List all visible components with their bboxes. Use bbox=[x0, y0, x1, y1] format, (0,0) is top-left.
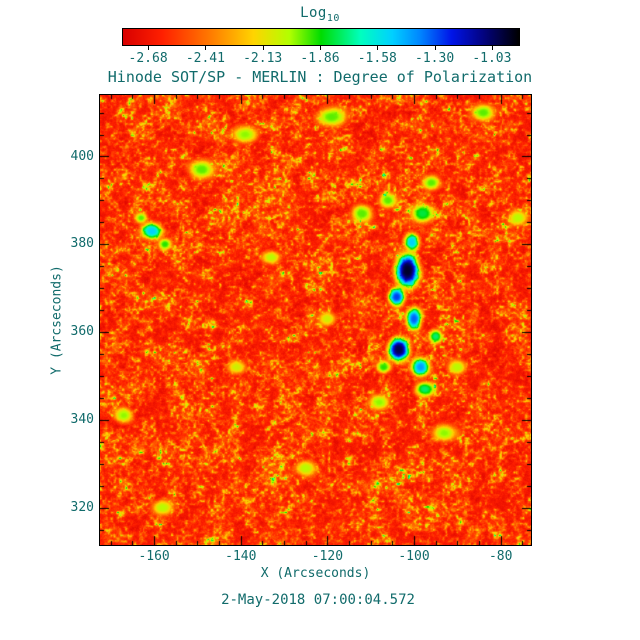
x-tick-label: -120 bbox=[311, 549, 344, 564]
colorbar-gradient bbox=[122, 28, 520, 46]
colorbar-tick-label: -2.41 bbox=[185, 51, 225, 66]
y-axis-label: Y (Arcseconds) bbox=[49, 265, 65, 375]
colorbar-title: Log10 bbox=[0, 5, 640, 24]
y-tick-label: 320 bbox=[70, 499, 94, 515]
y-tick-label: 340 bbox=[70, 411, 94, 427]
x-axis-label: X (Arcseconds) bbox=[260, 566, 371, 581]
colorbar-tick-label: -1.58 bbox=[357, 51, 397, 66]
x-tick-label: -100 bbox=[398, 549, 430, 564]
colorbar-tick-label: -1.30 bbox=[415, 51, 455, 66]
colorbar-tick-label: -1.86 bbox=[300, 51, 340, 66]
colorbar-tick-mark bbox=[262, 46, 264, 50]
colorbar-tick-mark bbox=[434, 46, 436, 50]
colorbar-tick-mark bbox=[320, 46, 321, 50]
colorbar-tick-mark bbox=[148, 46, 150, 50]
plot-title: Hinode SOT/SP - MERLIN : Degree of Polar… bbox=[107, 68, 533, 86]
colorbar-title-subscript: 10 bbox=[326, 12, 340, 24]
heatmap-canvas bbox=[99, 94, 532, 546]
colorbar-tick-label: -1.03 bbox=[472, 51, 512, 66]
colorbar-tick-mark bbox=[205, 46, 207, 50]
x-tick-label: -80 bbox=[488, 549, 513, 564]
y-tick-label: 360 bbox=[70, 324, 94, 340]
timestamp: 2-May-2018 07:00:04.572 bbox=[221, 592, 415, 608]
x-tick-label: -160 bbox=[138, 549, 170, 564]
colorbar-tick-label: -2.13 bbox=[243, 51, 283, 66]
colorbar-tick-label: -2.68 bbox=[128, 51, 168, 66]
y-tick-label: 400 bbox=[70, 148, 94, 164]
colorbar-tick-mark bbox=[377, 46, 379, 50]
colorbar-tick-mark bbox=[491, 46, 493, 50]
x-tick-label: -140 bbox=[225, 549, 257, 564]
colorbar-title-text: Log bbox=[300, 5, 327, 21]
y-tick-label: 380 bbox=[70, 236, 94, 252]
